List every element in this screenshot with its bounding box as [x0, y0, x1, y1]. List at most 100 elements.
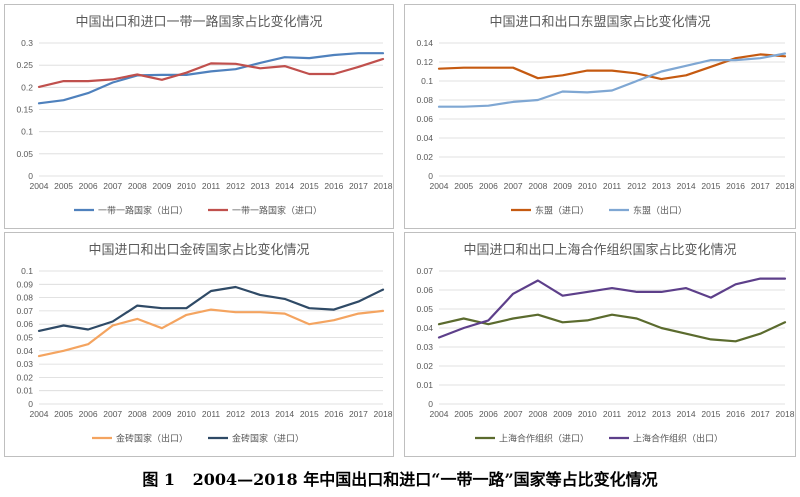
- y-tick-label: 0.04: [416, 323, 433, 333]
- x-tick-label: 2008: [128, 409, 147, 419]
- x-tick-label: 2005: [454, 409, 473, 419]
- x-tick-label: 2010: [578, 409, 597, 419]
- x-tick-label: 2004: [30, 181, 49, 191]
- y-tick-label: 0.06: [416, 114, 433, 124]
- series-line-2: [437, 277, 787, 339]
- x-tick-label: 2014: [677, 409, 696, 419]
- x-tick-label: 2004: [30, 409, 49, 419]
- x-tick-label: 2004: [430, 409, 449, 419]
- y-tick-label: 0.14: [416, 38, 433, 48]
- x-tick-label: 2014: [275, 409, 294, 419]
- x-tick-label: 2016: [324, 181, 343, 191]
- legend-label: 金砖国家（出口）: [116, 433, 188, 445]
- y-tick-label: 0.08: [416, 95, 433, 105]
- y-tick-label: 0.25: [16, 60, 33, 70]
- y-tick-label: 0.06: [416, 285, 433, 295]
- x-tick-label: 2017: [349, 409, 368, 419]
- series-line-2: [37, 285, 385, 333]
- legend-label: 金砖国家（进口）: [232, 433, 304, 445]
- legend-label: 上海合作组织（出口）: [633, 433, 723, 445]
- y-tick-label: 0: [428, 171, 433, 181]
- y-tick-label: 0.09: [16, 279, 33, 289]
- x-tick-label: 2015: [300, 181, 319, 191]
- x-tick-label: 2010: [578, 181, 597, 191]
- legend-label: 东盟（出口）: [633, 205, 687, 217]
- y-tick-label: 0.03: [16, 359, 33, 369]
- x-tick-label: 2012: [226, 181, 245, 191]
- chart-svg: 中国进口和出口东盟国家占比变化情况 0 0.02 0.04 0.06 0.08 0.1 0.1…: [416, 14, 795, 217]
- x-tick-label: 2013: [652, 409, 671, 419]
- x-tick-label: 2007: [504, 181, 523, 191]
- x-tick-label: 2014: [275, 181, 294, 191]
- y-tick-label: 0.07: [416, 266, 433, 276]
- x-tick-label: 2016: [324, 409, 343, 419]
- chart-svg: 中国出口和进口一带一路国家占比变化情况 0 0.05 0.1 0.15 0.2 0.25 0.…: [16, 14, 393, 217]
- chart-title: 中国进口和出口上海合作组织国家占比变化情况: [463, 242, 736, 258]
- x-tick-label: 2011: [603, 409, 622, 419]
- x-tick-label: 2016: [726, 181, 745, 191]
- x-tick-label: 2012: [627, 409, 646, 419]
- chart-panel-asean: 中国进口和出口东盟国家占比变化情况 0 0.02 0.04 0.06 0.08 0.1 0.1…: [404, 4, 796, 229]
- y-tick-label: 0.05: [416, 304, 433, 314]
- chart-panel-brics: 中国进口和出口金砖国家占比变化情况 0 0.01 0.02 0.03 0.04 0.05 0.…: [4, 232, 394, 457]
- figure-caption: 图 1 2004—2018 年中国出口和进口“一带一路”国家等占比变化情况: [0, 466, 800, 490]
- x-tick-label: 2018: [374, 181, 393, 191]
- chart-svg: 中国进口和出口金砖国家占比变化情况 0 0.01 0.02 0.03 0.04 0.05 0.…: [16, 242, 393, 445]
- x-tick-label: 2008: [528, 409, 547, 419]
- x-tick-label: 2007: [504, 409, 523, 419]
- x-tick-label: 2007: [103, 409, 122, 419]
- x-tick-label: 2011: [603, 181, 622, 191]
- y-tick-label: 0.06: [16, 319, 33, 329]
- x-tick-label: 2009: [152, 409, 171, 419]
- x-tick-label: 2015: [701, 409, 720, 419]
- x-tick-label: 2013: [251, 409, 270, 419]
- x-tick-label: 2010: [177, 181, 196, 191]
- x-tick-label: 2018: [374, 409, 393, 419]
- y-tick-label: 0.15: [16, 105, 33, 115]
- x-tick-label: 2008: [128, 181, 147, 191]
- figure-caption-label: 图 1: [142, 470, 176, 489]
- y-tick-label: 0.1: [21, 266, 33, 276]
- x-tick-label: 2015: [701, 181, 720, 191]
- chart-title: 中国进口和出口东盟国家占比变化情况: [489, 14, 710, 30]
- series-line-1: [37, 52, 385, 105]
- y-tick-label: 0: [428, 399, 433, 409]
- series-line-1: [37, 308, 385, 358]
- x-tick-label: 2006: [79, 181, 98, 191]
- y-tick-label: 0.04: [416, 133, 433, 143]
- chart-panel-sco: 中国进口和出口上海合作组织国家占比变化情况 0 0.01 0.02 0.03 0.04 0.…: [404, 232, 796, 457]
- legend-label: 一带一路国家（出口）: [98, 205, 188, 217]
- x-tick-label: 2017: [751, 181, 770, 191]
- y-tick-label: 0.02: [416, 152, 433, 162]
- x-tick-label: 2010: [177, 409, 196, 419]
- y-tick-label: 0.01: [16, 386, 33, 396]
- series-line-2: [37, 57, 385, 89]
- y-tick-label: 0.12: [416, 57, 433, 67]
- y-tick-label: 0.2: [21, 82, 33, 92]
- x-tick-label: 2006: [479, 409, 498, 419]
- x-tick-label: 2012: [226, 409, 245, 419]
- x-tick-label: 2013: [652, 181, 671, 191]
- y-tick-label: 0.07: [16, 306, 33, 316]
- y-tick-label: 0.05: [16, 333, 33, 343]
- x-tick-label: 2004: [430, 181, 449, 191]
- x-tick-label: 2011: [202, 181, 221, 191]
- x-tick-label: 2018: [776, 181, 795, 191]
- x-tick-label: 2009: [152, 181, 171, 191]
- series-line-1: [437, 313, 787, 343]
- x-tick-label: 2009: [553, 181, 572, 191]
- figure-caption-text: 2004—2018 年中国出口和进口“一带一路”国家等占比变化情况: [192, 470, 658, 489]
- y-tick-label: 0.02: [16, 372, 33, 382]
- y-tick-label: 0.1: [421, 76, 433, 86]
- x-tick-label: 2016: [726, 409, 745, 419]
- x-tick-label: 2006: [479, 181, 498, 191]
- chart-title: 中国进口和出口金砖国家占比变化情况: [88, 242, 309, 258]
- legend-label: 一带一路国家（进口）: [232, 205, 322, 217]
- y-tick-label: 0.01: [416, 380, 433, 390]
- y-tick-label: 0.02: [416, 361, 433, 371]
- chart-svg: 中国进口和出口上海合作组织国家占比变化情况 0 0.01 0.02 0.03 0.04 0.…: [416, 242, 794, 445]
- y-tick-label: 0.08: [16, 293, 33, 303]
- legend-label: 上海合作组织（进口）: [499, 433, 589, 445]
- y-tick-label: 0: [28, 171, 33, 181]
- x-tick-label: 2017: [751, 409, 770, 419]
